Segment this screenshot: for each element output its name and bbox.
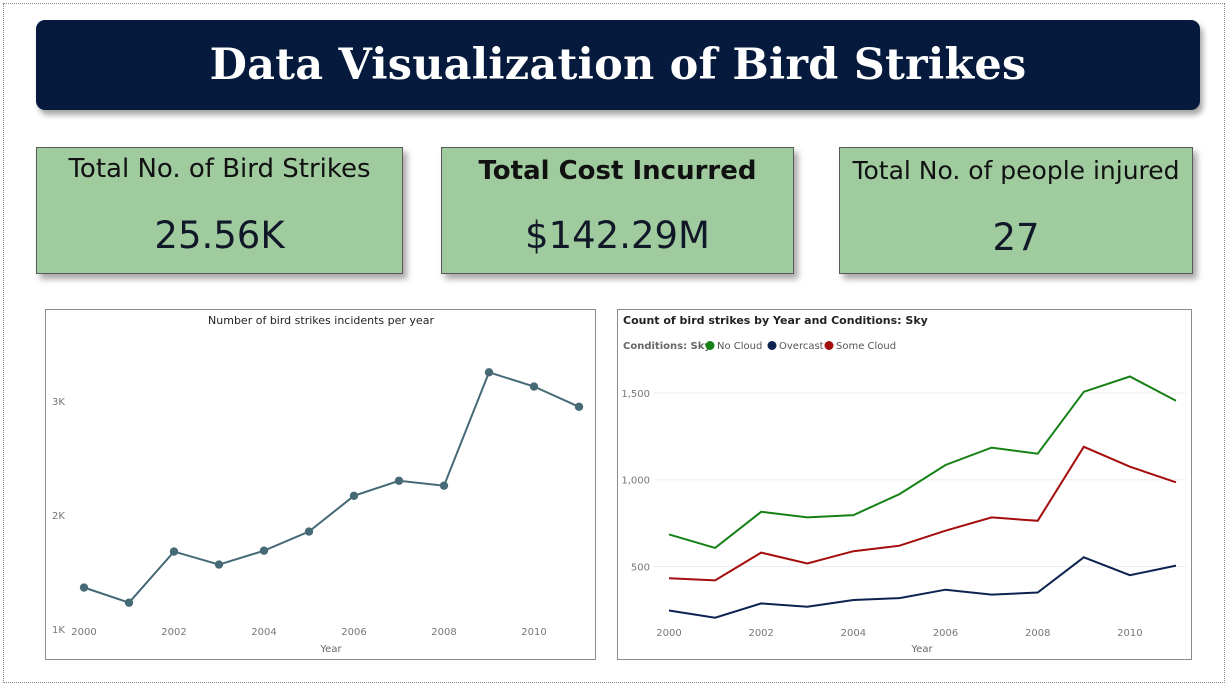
x-tick-label: 2006 (933, 628, 958, 639)
series-line-no-cloud (668, 375, 1177, 550)
page-title: Data Visualization of Bird Strikes (209, 40, 1027, 90)
incidents-per-year-svg: Number of bird strikes incidents per yea… (52, 314, 584, 655)
legend-marker-no-cloud (705, 341, 715, 350)
legend-label-overcast[interactable]: Overcast (779, 341, 824, 352)
kpi-value: $142.29M (525, 214, 710, 257)
legend-marker-overcast (767, 341, 777, 350)
legend-title: Conditions: Sky (623, 341, 711, 352)
data-point (259, 546, 269, 555)
y-tick-label: 3K (52, 397, 65, 408)
x-tick-label: 2002 (748, 628, 773, 639)
y-tick-label: 1,500 (621, 389, 650, 400)
x-tick-label: 2004 (841, 628, 866, 639)
kpi-card-total-cost[interactable]: Total Cost Incurred $142.29M (441, 147, 794, 274)
series-line-some-cloud (668, 445, 1177, 582)
kpi-value: 27 (992, 216, 1040, 259)
x-tick-label: 2010 (1117, 628, 1142, 639)
kpi-label: Total Cost Incurred (478, 156, 757, 186)
x-tick-label: 2010 (521, 627, 546, 638)
chart-title: Number of bird strikes incidents per yea… (208, 314, 434, 327)
data-point (439, 481, 449, 490)
chart-title: Count of bird strikes by Year and Condit… (623, 314, 928, 327)
incidents-per-year-chart[interactable]: Number of bird strikes incidents per yea… (45, 309, 596, 660)
legend-marker-some-cloud (824, 341, 834, 350)
kpi-label: Total No. of people injured (852, 156, 1180, 185)
data-point (79, 583, 89, 592)
kpi-value: 25.56K (154, 214, 285, 257)
data-point (169, 547, 179, 556)
series-line-overcast (668, 556, 1177, 619)
x-tick-label: 2002 (161, 627, 186, 638)
y-tick-label: 1,000 (621, 476, 650, 487)
kpi-card-people-injured[interactable]: Total No. of people injured 27 (839, 147, 1193, 274)
x-tick-label: 2008 (1025, 628, 1050, 639)
y-tick-label: 1K (52, 625, 65, 636)
data-point (124, 598, 134, 607)
data-point (349, 491, 359, 501)
y-tick-label: 500 (631, 562, 650, 573)
legend[interactable]: No Cloud Overcast Some Cloud (705, 341, 897, 352)
strikes-by-sky-condition-chart[interactable]: Count of bird strikes by Year and Condit… (617, 309, 1192, 660)
y-tick-label: 2K (52, 511, 65, 522)
data-point (214, 560, 224, 569)
data-point (394, 476, 404, 485)
x-tick-label: 2000 (71, 627, 96, 638)
data-point (484, 368, 494, 377)
x-tick-label: 2006 (341, 627, 366, 638)
x-tick-label: 2008 (431, 627, 456, 638)
data-point (304, 527, 314, 536)
kpi-label: Total No. of Bird Strikes (68, 154, 371, 184)
strikes-by-sky-condition-svg: Count of bird strikes by Year and Condit… (621, 314, 1186, 655)
x-axis-label: Year (910, 644, 933, 655)
series-line (83, 371, 580, 604)
data-point (529, 382, 539, 391)
kpi-card-bird-strikes[interactable]: Total No. of Bird Strikes 25.56K (36, 147, 403, 274)
x-tick-label: 2004 (251, 627, 276, 638)
legend-label-no-cloud[interactable]: No Cloud (717, 341, 762, 352)
data-point (574, 402, 584, 411)
x-tick-label: 2000 (656, 628, 681, 639)
x-axis-label: Year (319, 644, 342, 655)
legend-label-some-cloud[interactable]: Some Cloud (836, 341, 896, 352)
title-banner: Data Visualization of Bird Strikes (36, 20, 1200, 110)
